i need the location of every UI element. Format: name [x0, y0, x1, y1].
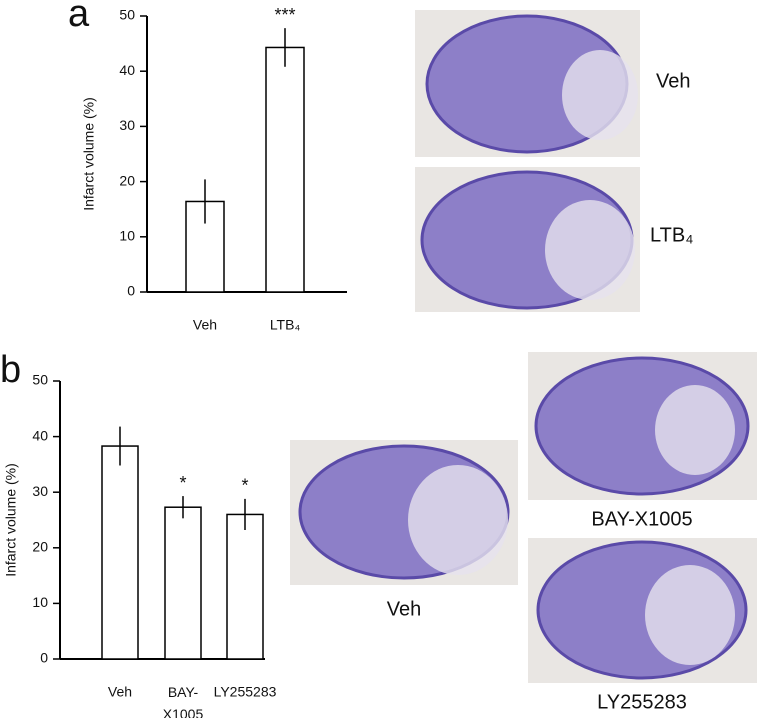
image-caption: LY255283 [597, 691, 687, 713]
image-caption: Veh [656, 70, 690, 92]
significance: *** [274, 5, 295, 25]
y-tick-label: 0 [127, 283, 135, 299]
bar [101, 445, 139, 660]
y-axis-label: Infarct volume (%) [81, 97, 97, 211]
x-tick-label: LY255283 [214, 684, 277, 700]
x-tick-label: Veh [108, 684, 132, 700]
image-caption: Veh [387, 598, 421, 620]
y-tick-label: 30 [32, 483, 48, 499]
x-tick-label: Veh [193, 317, 217, 333]
y-tick-label: 30 [119, 117, 135, 133]
significance: * [179, 473, 186, 493]
image-caption: LTB₄ [650, 224, 693, 246]
image-caption: BAY-X1005 [591, 508, 692, 530]
panel-label: b [0, 349, 21, 391]
y-tick-label: 40 [32, 427, 48, 443]
y-tick-label: 50 [119, 7, 135, 23]
y-tick-label: 0 [40, 650, 48, 666]
y-tick-label: 50 [32, 372, 48, 388]
y-tick-label: 20 [119, 172, 135, 188]
y-tick-label: 10 [32, 594, 48, 610]
significance: * [241, 476, 248, 496]
bar [265, 46, 305, 293]
bar [226, 513, 264, 660]
brain-image [290, 10, 757, 683]
y-axis-label: Infarct volume (%) [3, 463, 19, 577]
x-tick-label: BAY-X1005 [163, 684, 204, 718]
y-tick-label: 20 [32, 539, 48, 555]
x-tick-label: LTB₄ [270, 317, 301, 333]
y-tick-label: 10 [119, 228, 135, 244]
bar [164, 506, 202, 660]
panel-label: a [68, 0, 90, 35]
y-tick-label: 40 [119, 62, 135, 78]
